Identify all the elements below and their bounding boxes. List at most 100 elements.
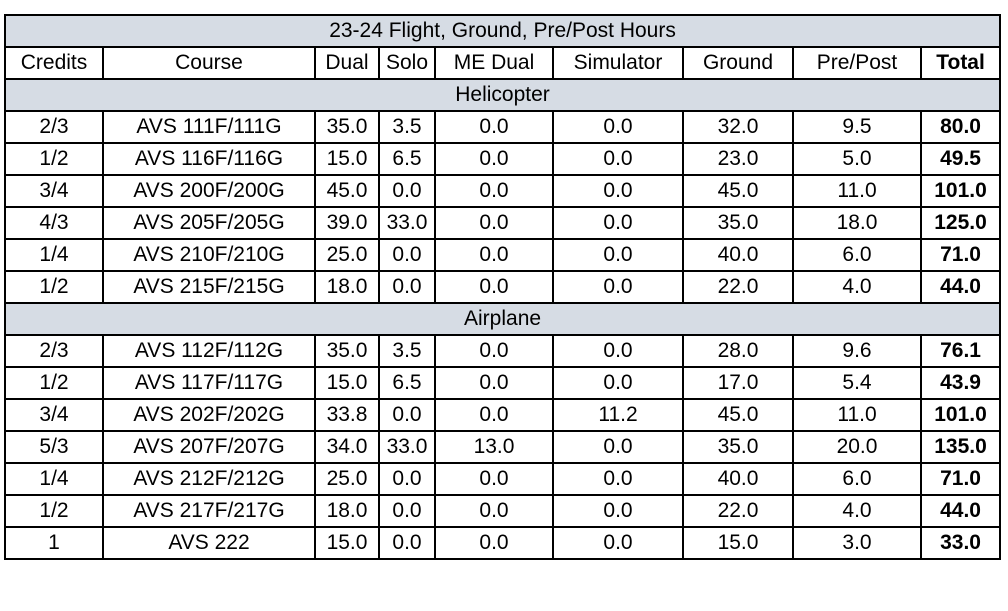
table-row: 3/4 AVS 202F/202G 33.8 0.0 0.0 11.2 45.0 11.0 10… [4,398,1002,432]
course-cell: AVS 117F/117G [102,366,316,400]
total-cell: 49.5 [919,142,1002,176]
ground-cell: 32.0 [682,110,794,144]
simulator-cell: 0.0 [552,494,684,528]
simulator-cell: 0.0 [552,334,684,368]
course-cell: AVS 217F/217G [102,494,316,528]
table-row: 1/2 AVS 117F/117G 15.0 6.5 0.0 0.0 17.0 5.4 43.9 [4,366,1002,400]
table-row: 5/3 AVS 207F/207G 34.0 33.0 13.0 0.0 35.0 20.0 1… [4,430,1002,464]
column-header-total: Total [919,46,1002,80]
credits-cell: 1/4 [4,462,104,496]
ground-cell: 40.0 [682,462,794,496]
table-body: Helicopter 2/3 AVS 111F/111G 35.0 3.5 0.0 0.0 3… [3,78,1002,560]
credits-cell: 5/3 [4,430,104,464]
course-cell: AVS 215F/215G [102,270,316,304]
dual-cell: 25.0 [314,238,380,272]
credits-cell: 1/2 [4,270,104,304]
credits-cell: 1 [4,526,104,560]
table-row: 1/2 AVS 116F/116G 15.0 6.5 0.0 0.0 23.0 5.0 49.5 [4,142,1002,176]
solo-cell: 3.5 [378,334,436,368]
pre-post-cell: 4.0 [792,494,922,528]
column-header-simulator: Simulator [552,46,684,80]
section-header-row: Airplane [3,302,1002,336]
table-row: 3/4 AVS 200F/200G 45.0 0.0 0.0 0.0 45.0 11.0 101… [4,174,1002,208]
me-dual-cell: 0.0 [434,494,554,528]
course-cell: AVS 222 [102,526,316,560]
course-cell: AVS 111F/111G [102,110,316,144]
dual-cell: 15.0 [314,366,380,400]
pre-post-cell: 11.0 [792,174,922,208]
ground-cell: 28.0 [682,334,794,368]
course-cell: AVS 207F/207G [102,430,316,464]
total-cell: 135.0 [919,430,1002,464]
simulator-cell: 0.0 [552,110,684,144]
me-dual-cell: 0.0 [434,334,554,368]
credits-cell: 3/4 [4,174,104,208]
course-cell: AVS 202F/202G [102,398,316,432]
me-dual-cell: 0.0 [434,142,554,176]
pre-post-cell: 3.0 [792,526,922,560]
credits-cell: 1/2 [4,494,104,528]
course-cell: AVS 210F/210G [102,238,316,272]
me-dual-cell: 0.0 [434,238,554,272]
section-title: Airplane [3,302,1002,336]
solo-cell: 6.5 [378,366,436,400]
solo-cell: 0.0 [378,462,436,496]
me-dual-cell: 0.0 [434,366,554,400]
table-row: 4/3 AVS 205F/205G 39.0 33.0 0.0 0.0 35.0 18.0 12… [4,206,1002,240]
column-header-credits: Credits [4,46,104,80]
ground-cell: 35.0 [682,430,794,464]
simulator-cell: 0.0 [552,238,684,272]
credits-cell: 2/3 [4,110,104,144]
me-dual-cell: 0.0 [434,174,554,208]
me-dual-cell: 0.0 [434,398,554,432]
course-cell: AVS 205F/205G [102,206,316,240]
solo-cell: 0.0 [378,270,436,304]
simulator-cell: 0.0 [552,366,684,400]
table-row: 1/2 AVS 217F/217G 18.0 0.0 0.0 0.0 22.0 4.0 44.0 [4,494,1002,528]
table-row: 1/4 AVS 212F/212G 25.0 0.0 0.0 0.0 40.0 6.0 71.0 [4,462,1002,496]
dual-cell: 25.0 [314,462,380,496]
flight-hours-table: 23-24 Flight, Ground, Pre/Post Hours Cre… [3,14,1002,560]
simulator-cell: 0.0 [552,430,684,464]
pre-post-cell: 6.0 [792,238,922,272]
credits-cell: 1/2 [4,366,104,400]
total-cell: 71.0 [919,462,1002,496]
table-row: 1 AVS 222 15.0 0.0 0.0 0.0 15.0 3.0 33.0 [4,526,1002,560]
dual-cell: 35.0 [314,334,380,368]
pre-post-cell: 5.4 [792,366,922,400]
solo-cell: 33.0 [378,206,436,240]
solo-cell: 0.0 [378,174,436,208]
simulator-cell: 11.2 [552,398,684,432]
me-dual-cell: 13.0 [434,430,554,464]
dual-cell: 45.0 [314,174,380,208]
column-header-solo: Solo [378,46,436,80]
table-title-row: 23-24 Flight, Ground, Pre/Post Hours [3,14,1002,48]
column-header-row: Credits Course Dual Solo ME Dual Simulat… [4,46,1002,80]
column-header-ground: Ground [682,46,794,80]
pre-post-cell: 18.0 [792,206,922,240]
table-title: 23-24 Flight, Ground, Pre/Post Hours [3,14,1002,48]
pre-post-cell: 6.0 [792,462,922,496]
solo-cell: 0.0 [378,238,436,272]
ground-cell: 15.0 [682,526,794,560]
course-cell: AVS 200F/200G [102,174,316,208]
total-cell: 76.1 [919,334,1002,368]
ground-cell: 22.0 [682,270,794,304]
simulator-cell: 0.0 [552,526,684,560]
total-cell: 101.0 [919,174,1002,208]
course-cell: AVS 212F/212G [102,462,316,496]
total-cell: 43.9 [919,366,1002,400]
column-header-pre-post: Pre/Post [792,46,922,80]
me-dual-cell: 0.0 [434,206,554,240]
course-cell: AVS 112F/112G [102,334,316,368]
total-cell: 44.0 [919,494,1002,528]
pre-post-cell: 9.5 [792,110,922,144]
total-cell: 71.0 [919,238,1002,272]
pre-post-cell: 20.0 [792,430,922,464]
credits-cell: 2/3 [4,334,104,368]
pre-post-cell: 9.6 [792,334,922,368]
me-dual-cell: 0.0 [434,462,554,496]
simulator-cell: 0.0 [552,174,684,208]
solo-cell: 0.0 [378,526,436,560]
dual-cell: 15.0 [314,142,380,176]
